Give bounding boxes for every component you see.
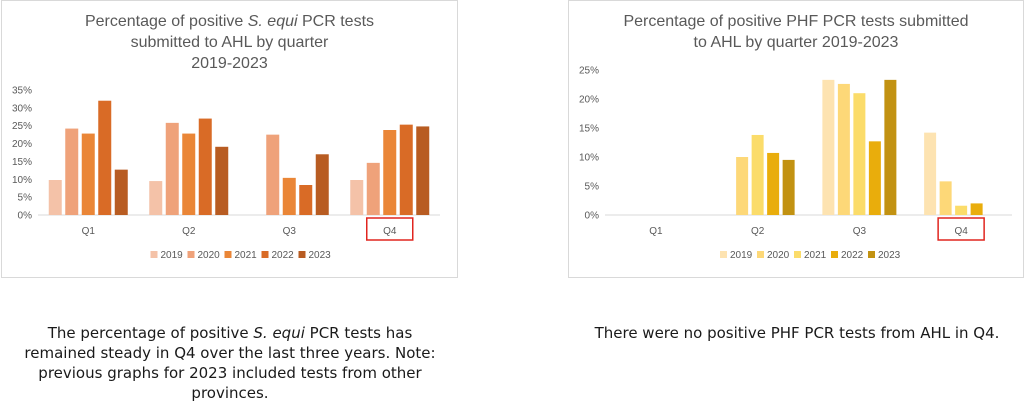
legend-swatch xyxy=(757,251,764,258)
legend-swatch xyxy=(224,251,232,258)
legend-label: 2023 xyxy=(878,250,901,261)
y-tick-label: 15% xyxy=(579,124,599,135)
bar xyxy=(48,180,62,215)
x-tick-label: Q2 xyxy=(751,226,765,237)
legend-swatch xyxy=(794,251,801,258)
legend-label: 2022 xyxy=(841,250,864,261)
bar xyxy=(955,205,968,215)
chart-title-line1: Percentage of positive PHF PCR tests sub… xyxy=(623,13,969,30)
bar xyxy=(837,83,850,215)
bar xyxy=(868,141,881,215)
y-tick-label: 25% xyxy=(12,121,32,132)
bar xyxy=(970,203,983,215)
legend-swatch xyxy=(261,251,269,258)
y-tick-label: 10% xyxy=(12,175,32,186)
bar xyxy=(399,124,413,215)
bar xyxy=(282,177,296,215)
bar xyxy=(751,134,764,215)
bar xyxy=(416,126,430,215)
caption-sequi: The percentage of positive S. equi PCR t… xyxy=(24,324,436,402)
legend-label: 2019 xyxy=(161,250,184,261)
bar xyxy=(736,157,749,215)
caption-phf: There were no positive PHF PCR tests fro… xyxy=(594,324,1000,342)
bar xyxy=(266,134,280,215)
y-tick-label: 5% xyxy=(18,193,33,204)
y-tick-label: 20% xyxy=(12,139,32,150)
x-tick-label: Q1 xyxy=(82,226,96,237)
legend-label: 2022 xyxy=(272,250,295,261)
legend-swatch xyxy=(720,251,727,258)
chart-panel-phf: Percentage of positive PHF PCR tests sub… xyxy=(568,0,1024,278)
chart-title: Percentage of positive S. equi PCR tests… xyxy=(2,11,457,74)
bar xyxy=(350,180,364,215)
bar xyxy=(822,79,835,215)
bar xyxy=(182,133,196,215)
legend-label: 2020 xyxy=(198,250,221,261)
bar xyxy=(884,79,897,215)
chart-title-line1: Percentage of positive S. equi PCR tests xyxy=(84,13,375,30)
bar xyxy=(149,181,163,215)
chart-title-line2: submitted to AHL by quarter xyxy=(130,34,329,51)
bar xyxy=(383,130,397,215)
legend-label: 2021 xyxy=(804,250,827,261)
bar xyxy=(165,122,179,215)
chart-title-line2: to AHL by quarter 2019-2023 xyxy=(693,34,899,51)
bar-chart-sequi: 0% 5% 10% 15% 20% 25% 30% 35% Q1 Q2 Q3 Q4 2019 2020 20… xyxy=(12,86,440,261)
y-tick-label: 0% xyxy=(18,211,33,222)
x-tick-label: Q1 xyxy=(649,226,663,237)
y-tick-label: 5% xyxy=(585,182,600,193)
bar xyxy=(315,154,329,215)
legend-swatch xyxy=(150,251,158,258)
bar xyxy=(366,162,380,215)
y-tick-label: 10% xyxy=(579,153,599,164)
chart-title-line3: 2019-2023 xyxy=(191,55,268,72)
bar-chart-phf: 0% 5% 10% 15% 20% 25% Q1 Q2 Q3 Q4 2019 2020 2021 2022… xyxy=(579,66,1012,261)
highlight-box xyxy=(937,217,985,241)
x-tick-label: Q4 xyxy=(383,226,397,237)
bar xyxy=(924,132,937,215)
bar xyxy=(198,118,212,215)
bar xyxy=(853,93,866,215)
chart-panel-sequi: Percentage of positive S. equi PCR tests… xyxy=(1,0,458,278)
legend-swatch xyxy=(298,251,306,258)
bar xyxy=(767,152,780,215)
y-tick-label: 0% xyxy=(585,211,600,222)
bar xyxy=(81,133,95,215)
x-tick-label: Q3 xyxy=(853,226,867,237)
y-tick-label: 20% xyxy=(579,95,599,106)
legend-label: 2023 xyxy=(309,250,332,261)
legend-label: 2019 xyxy=(730,250,753,261)
bar xyxy=(299,185,313,215)
bar xyxy=(65,128,79,215)
legend-swatch xyxy=(868,251,875,258)
bar xyxy=(114,169,128,215)
bar xyxy=(782,159,795,215)
x-tick-label: Q3 xyxy=(283,226,297,237)
y-tick-label: 25% xyxy=(579,66,599,77)
y-tick-label: 15% xyxy=(12,157,32,168)
highlight-box xyxy=(366,217,414,241)
bar xyxy=(98,100,112,215)
chart-title: Percentage of positive PHF PCR tests sub… xyxy=(569,11,1023,53)
y-tick-label: 35% xyxy=(12,86,32,97)
legend-swatch xyxy=(187,251,195,258)
bar xyxy=(939,181,952,215)
y-tick-label: 30% xyxy=(12,103,32,114)
legend-label: 2020 xyxy=(767,250,790,261)
x-tick-label: Q2 xyxy=(182,226,196,237)
legend-swatch xyxy=(831,251,838,258)
x-tick-label: Q4 xyxy=(954,226,968,237)
bar xyxy=(215,146,229,215)
legend-label: 2021 xyxy=(235,250,258,261)
